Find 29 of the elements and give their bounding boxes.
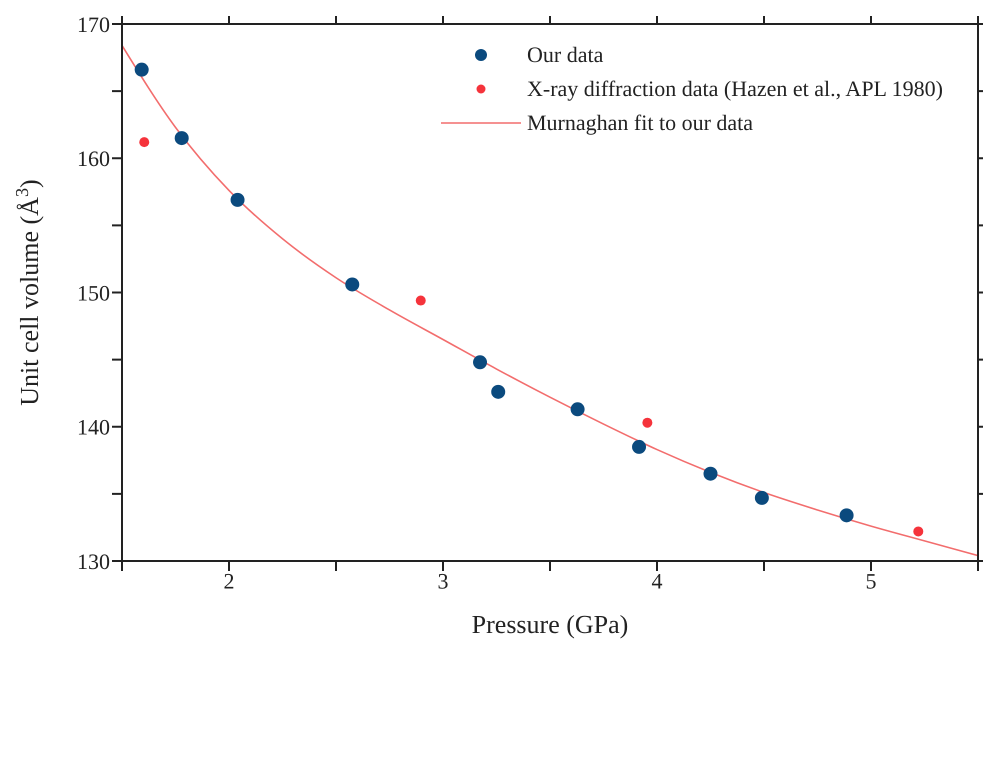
point bbox=[570, 402, 585, 416]
point bbox=[704, 466, 718, 481]
point bbox=[416, 296, 426, 306]
x-tick-label: 2 bbox=[224, 568, 234, 594]
legend-label: X-ray diffraction data (Hazen et al., APL 1980) bbox=[526, 76, 943, 102]
point bbox=[139, 137, 150, 148]
y-tick-label: 150 bbox=[77, 280, 110, 306]
point bbox=[632, 440, 646, 454]
point bbox=[491, 384, 506, 399]
x-axis-title: Pressure (GPa) bbox=[472, 610, 628, 639]
point bbox=[840, 508, 854, 522]
legend-label: Our data bbox=[526, 42, 604, 68]
point bbox=[754, 490, 769, 505]
y-tick-label: 170 bbox=[77, 12, 110, 37]
x-tick-label: 5 bbox=[866, 568, 876, 594]
x-tick-label: 3 bbox=[438, 568, 448, 594]
y-tick-label: 130 bbox=[77, 548, 110, 574]
line-series bbox=[122, 44, 978, 556]
point bbox=[174, 131, 189, 146]
point bbox=[345, 277, 360, 292]
point bbox=[913, 526, 924, 536]
point bbox=[230, 192, 245, 207]
y-tick-label: 160 bbox=[77, 146, 110, 172]
y-tick-label: 140 bbox=[77, 414, 110, 440]
point bbox=[473, 355, 488, 370]
x-tick-label: 4 bbox=[652, 568, 662, 594]
point bbox=[642, 418, 652, 428]
legend-label: Murnaghan fit to our data bbox=[526, 110, 754, 136]
point bbox=[134, 62, 149, 77]
